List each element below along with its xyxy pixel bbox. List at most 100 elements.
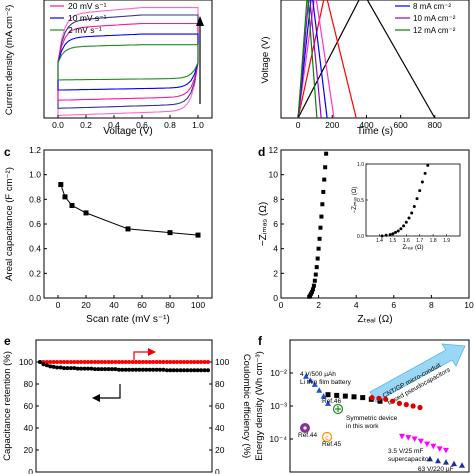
d-inset-xtick-label-5: 1.9 [443, 238, 450, 244]
cv-legend-label-20: 20 mV s⁻¹ [68, 1, 107, 11]
gcd-legend-label-8: 8 mA cm⁻² [413, 2, 451, 11]
c-marks [58, 182, 201, 238]
e-point-0-25 [123, 360, 128, 364]
d-point-13 [319, 214, 324, 219]
f-ann-li-2: Li thin film battery [300, 379, 352, 386]
e-point-1-25 [123, 367, 128, 372]
e-point-1-11 [75, 366, 80, 371]
cv-xtick-label-1: 0.2 [80, 120, 92, 130]
f-ticks: 10⁻² 10⁻³ 10⁻⁴ [269, 368, 293, 444]
c-ytick-label-6: 1.2 [29, 145, 41, 155]
e-ytick-right-label-1: 20 [215, 445, 225, 455]
cv-loop-3 [57, 33, 199, 91]
e-ytick-right-label-4: 80 [215, 379, 225, 389]
e-point-1-21 [110, 367, 114, 372]
d-inset-point-14 [420, 180, 424, 184]
gcd-xtick-label-2: 400 [359, 120, 373, 130]
f-ann-ref45: Ref.45 [322, 441, 342, 448]
panel-c-label: c [4, 145, 11, 159]
e-point-1-38 [168, 368, 173, 373]
d-inset-point-15 [423, 171, 427, 175]
e-point-0-46 [195, 360, 200, 364]
f-point-1-4 [360, 395, 366, 401]
d-inset-xtick-label-0: 1.4 [376, 238, 383, 244]
gcd-curve-1 [297, 0, 357, 119]
e-point-0-47 [199, 360, 204, 364]
f-point-1-2 [342, 393, 348, 399]
d-inset-point-6 [399, 227, 403, 231]
e-point-1-14 [86, 366, 90, 371]
e-point-0-27 [130, 360, 135, 364]
f-point-0-5 [325, 400, 331, 406]
e-point-0-36 [161, 360, 166, 364]
d-inset-point-8 [404, 220, 408, 224]
f-point-4-4 [459, 462, 465, 468]
e-point-0-30 [140, 360, 145, 364]
e-point-1-35 [158, 367, 162, 372]
e-point-1-22 [113, 367, 118, 372]
gcd-curve-5 [297, 0, 318, 119]
e-point-0-45 [192, 360, 197, 364]
e-point-0-20 [106, 360, 111, 364]
gcd-xtick-label-0: 0 [296, 120, 301, 130]
f-point-2-2 [383, 396, 389, 402]
e-ytick-right-label-5: 100 [215, 357, 229, 367]
d-ytick-label-3: 6 [273, 219, 278, 229]
e-point-0-37 [164, 360, 169, 364]
e-point-0-22 [113, 360, 118, 364]
cv-xtick-label-2: 0.4 [108, 120, 120, 130]
e-point-0-40 [175, 360, 180, 364]
f-ref46-marker [332, 403, 344, 415]
e-point-1-32 [147, 367, 152, 372]
e-point-1-6 [58, 365, 63, 370]
e-point-1-47 [199, 368, 204, 373]
d-point-14 [320, 202, 325, 207]
f-point-2-4 [396, 400, 402, 406]
c-xlabel: Scan rate (mV s⁻¹) [86, 314, 170, 325]
gcd-curve-3 [297, 0, 328, 119]
d-inset-xtick-label-4: 1.8 [430, 238, 437, 244]
gcd-curve-2 [297, 0, 335, 119]
d-ytick-label-1: 2 [273, 268, 278, 278]
f-ann-ref44: Ref.44 [298, 432, 318, 439]
f-point-0-3 [316, 387, 323, 393]
d-point-7 [313, 272, 318, 277]
c-point-5 [167, 230, 173, 236]
gcd-legend-label-10: 10 mA cm⁻² [413, 14, 456, 23]
c-point-3 [83, 210, 89, 216]
gcd-xtick-label-1: 200 [325, 120, 339, 130]
d-point-11 [317, 236, 322, 241]
d-inset-point-11 [412, 205, 416, 208]
e-point-0-17 [96, 360, 101, 364]
e-point-1-5 [55, 365, 60, 370]
gcd-xlabel: Time (s) [357, 126, 393, 137]
e-ytick-left-label-2: 40 [24, 423, 34, 433]
e-point-0-42 [182, 360, 186, 364]
e-point-0-34 [154, 360, 159, 364]
d-point-9 [315, 256, 320, 261]
d-inset-point-1 [384, 233, 388, 237]
e-point-0-15 [89, 360, 94, 364]
c-point-0 [58, 182, 64, 188]
cv-xticks: 0.0 0.2 0.4 0.6 0.8 1.0 [52, 115, 204, 130]
e-point-0-26 [127, 360, 132, 364]
c-xtick-label-3: 60 [137, 300, 147, 310]
e-point-1-49 [206, 368, 210, 373]
panel-f: f 10⁻²10⁻³10⁻⁴ CNT/GP micro-conduit base… [254, 334, 470, 473]
e-point-1-33 [151, 367, 156, 372]
cv-arrow [196, 16, 204, 104]
e-point-1-3 [48, 364, 53, 369]
d-inset-xlabel: Zₜₑₐₗ (Ω) [402, 245, 423, 251]
f-point-4-1 [435, 457, 441, 464]
e-point-1-41 [178, 368, 183, 373]
f-point-1-1 [334, 392, 340, 398]
e-point-1-10 [72, 366, 77, 371]
f-point-3-1 [405, 435, 412, 441]
d-inset-xtick-label-3: 1.7 [416, 238, 423, 244]
panel-c: c 0 20 40 60 80 100 0.0 0.2 0.4 0.6 0.8 1.0 1.2 Scan… [4, 145, 213, 325]
e-point-1-44 [188, 368, 193, 373]
d-inset-point-2 [388, 233, 392, 237]
d-marks [307, 151, 329, 299]
f-point-2-5 [403, 402, 409, 408]
